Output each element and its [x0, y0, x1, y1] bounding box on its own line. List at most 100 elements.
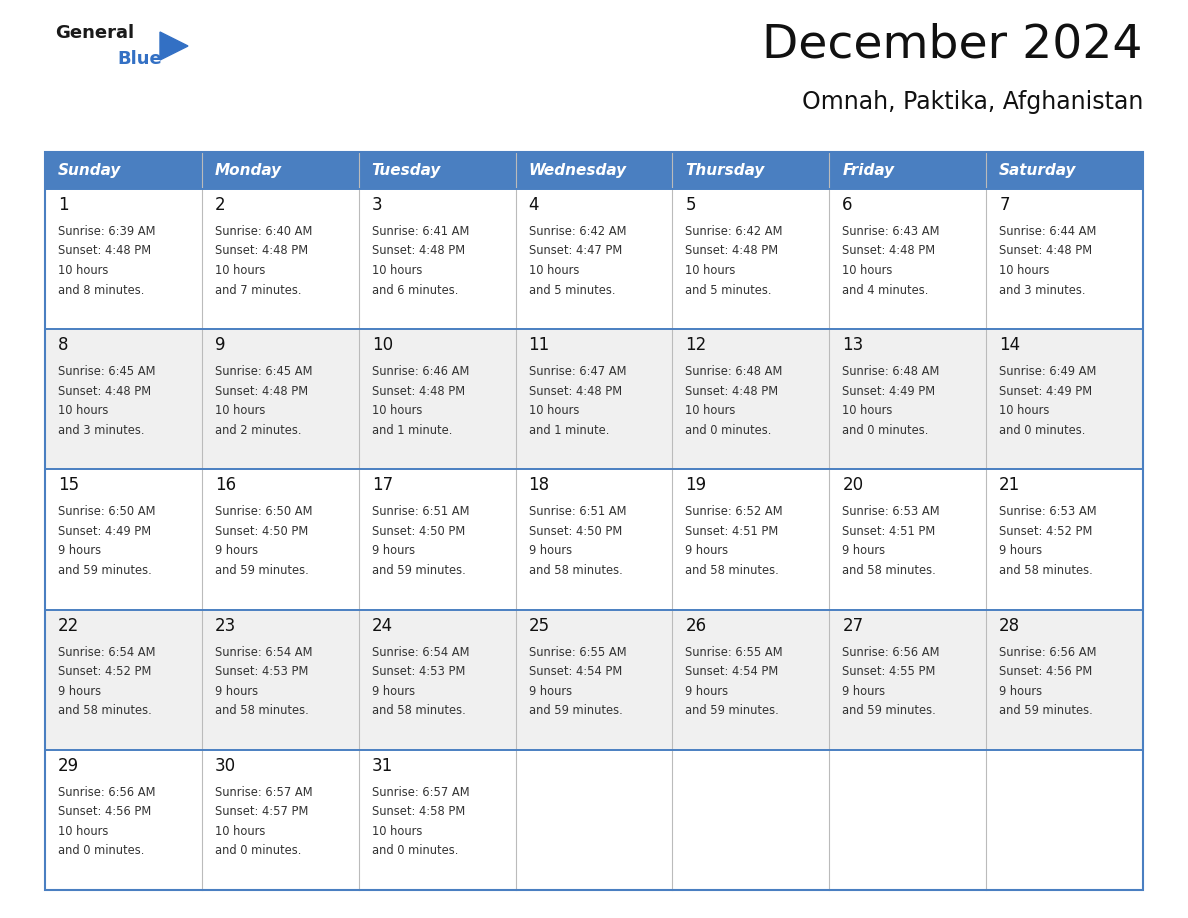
- Text: 10 hours: 10 hours: [215, 824, 265, 838]
- Text: Sunset: 4:54 PM: Sunset: 4:54 PM: [529, 666, 621, 678]
- Text: Sunrise: 6:54 AM: Sunrise: 6:54 AM: [215, 645, 312, 658]
- Bar: [45, 469, 1143, 610]
- Text: Sunrise: 6:39 AM: Sunrise: 6:39 AM: [58, 225, 156, 238]
- Text: Sunset: 4:51 PM: Sunset: 4:51 PM: [685, 525, 778, 538]
- Text: Sunset: 4:48 PM: Sunset: 4:48 PM: [529, 385, 621, 397]
- Text: Sunset: 4:58 PM: Sunset: 4:58 PM: [372, 805, 465, 818]
- Text: Sunrise: 6:42 AM: Sunrise: 6:42 AM: [529, 225, 626, 238]
- Text: and 59 minutes.: and 59 minutes.: [215, 564, 309, 577]
- Text: 16: 16: [215, 476, 236, 495]
- Text: 9 hours: 9 hours: [999, 544, 1042, 557]
- Text: Sunset: 4:48 PM: Sunset: 4:48 PM: [215, 244, 308, 258]
- Text: Wednesday: Wednesday: [529, 163, 627, 178]
- Text: 9 hours: 9 hours: [215, 685, 258, 698]
- Bar: [202, 152, 359, 189]
- Text: 10 hours: 10 hours: [685, 404, 735, 417]
- Text: Sunset: 4:48 PM: Sunset: 4:48 PM: [58, 385, 151, 397]
- Text: 10 hours: 10 hours: [58, 264, 108, 277]
- Text: 5: 5: [685, 196, 696, 214]
- Text: Sunset: 4:54 PM: Sunset: 4:54 PM: [685, 666, 778, 678]
- Text: 31: 31: [372, 756, 393, 775]
- Text: 10 hours: 10 hours: [372, 824, 422, 838]
- Text: 9: 9: [215, 336, 226, 354]
- Text: 12: 12: [685, 336, 707, 354]
- Text: 4: 4: [529, 196, 539, 214]
- Text: Sunrise: 6:56 AM: Sunrise: 6:56 AM: [999, 645, 1097, 658]
- Text: and 1 minute.: and 1 minute.: [529, 424, 609, 437]
- Text: Sunrise: 6:41 AM: Sunrise: 6:41 AM: [372, 225, 469, 238]
- Text: Sunrise: 6:56 AM: Sunrise: 6:56 AM: [842, 645, 940, 658]
- Bar: [45, 750, 1143, 890]
- Text: and 4 minutes.: and 4 minutes.: [842, 284, 929, 297]
- Text: 9 hours: 9 hours: [215, 544, 258, 557]
- Text: Sunset: 4:50 PM: Sunset: 4:50 PM: [215, 525, 308, 538]
- Text: 10 hours: 10 hours: [58, 404, 108, 417]
- Text: Friday: Friday: [842, 163, 895, 178]
- Text: Sunset: 4:48 PM: Sunset: 4:48 PM: [685, 385, 778, 397]
- Text: Sunset: 4:48 PM: Sunset: 4:48 PM: [999, 244, 1092, 258]
- Text: 8: 8: [58, 336, 69, 354]
- Bar: [359, 152, 516, 189]
- Text: Sunrise: 6:43 AM: Sunrise: 6:43 AM: [842, 225, 940, 238]
- Text: 9 hours: 9 hours: [372, 685, 415, 698]
- Bar: [45, 610, 1143, 750]
- Bar: [672, 152, 829, 189]
- Text: 26: 26: [685, 617, 707, 634]
- Text: Sunset: 4:49 PM: Sunset: 4:49 PM: [842, 385, 935, 397]
- Text: and 58 minutes.: and 58 minutes.: [58, 704, 152, 717]
- Text: Sunrise: 6:49 AM: Sunrise: 6:49 AM: [999, 365, 1097, 378]
- Text: and 59 minutes.: and 59 minutes.: [58, 564, 152, 577]
- Text: and 0 minutes.: and 0 minutes.: [842, 424, 929, 437]
- Text: 10 hours: 10 hours: [372, 264, 422, 277]
- Text: Sunrise: 6:52 AM: Sunrise: 6:52 AM: [685, 506, 783, 519]
- Text: and 3 minutes.: and 3 minutes.: [58, 424, 145, 437]
- Bar: [986, 152, 1143, 189]
- Bar: [829, 152, 986, 189]
- Text: 20: 20: [842, 476, 864, 495]
- Text: Sunrise: 6:57 AM: Sunrise: 6:57 AM: [372, 786, 469, 799]
- Text: Sunset: 4:47 PM: Sunset: 4:47 PM: [529, 244, 621, 258]
- Text: 10 hours: 10 hours: [842, 264, 892, 277]
- Text: Sunset: 4:57 PM: Sunset: 4:57 PM: [215, 805, 308, 818]
- Text: and 58 minutes.: and 58 minutes.: [372, 704, 466, 717]
- Text: 30: 30: [215, 756, 236, 775]
- Text: Sunrise: 6:54 AM: Sunrise: 6:54 AM: [58, 645, 156, 658]
- Text: and 0 minutes.: and 0 minutes.: [372, 845, 459, 857]
- Text: and 58 minutes.: and 58 minutes.: [685, 564, 779, 577]
- Text: Sunrise: 6:57 AM: Sunrise: 6:57 AM: [215, 786, 312, 799]
- Text: Sunrise: 6:40 AM: Sunrise: 6:40 AM: [215, 225, 312, 238]
- Text: Sunset: 4:53 PM: Sunset: 4:53 PM: [372, 666, 465, 678]
- Text: Sunset: 4:50 PM: Sunset: 4:50 PM: [372, 525, 465, 538]
- Text: 9 hours: 9 hours: [842, 685, 885, 698]
- Text: Sunrise: 6:45 AM: Sunrise: 6:45 AM: [215, 365, 312, 378]
- Text: and 0 minutes.: and 0 minutes.: [685, 424, 772, 437]
- Text: Sunrise: 6:54 AM: Sunrise: 6:54 AM: [372, 645, 469, 658]
- Text: 10 hours: 10 hours: [215, 404, 265, 417]
- Text: and 7 minutes.: and 7 minutes.: [215, 284, 302, 297]
- Text: and 3 minutes.: and 3 minutes.: [999, 284, 1086, 297]
- Text: 3: 3: [372, 196, 383, 214]
- Text: 9 hours: 9 hours: [58, 685, 101, 698]
- Text: and 8 minutes.: and 8 minutes.: [58, 284, 145, 297]
- Text: Sunrise: 6:48 AM: Sunrise: 6:48 AM: [842, 365, 940, 378]
- Text: and 0 minutes.: and 0 minutes.: [999, 424, 1086, 437]
- Text: 24: 24: [372, 617, 393, 634]
- Text: 27: 27: [842, 617, 864, 634]
- Text: 10 hours: 10 hours: [685, 264, 735, 277]
- Text: 18: 18: [529, 476, 550, 495]
- Text: 9 hours: 9 hours: [529, 544, 571, 557]
- Text: and 59 minutes.: and 59 minutes.: [999, 704, 1093, 717]
- Text: 10 hours: 10 hours: [372, 404, 422, 417]
- Text: 9 hours: 9 hours: [372, 544, 415, 557]
- Text: 9 hours: 9 hours: [685, 544, 728, 557]
- Text: Sunset: 4:48 PM: Sunset: 4:48 PM: [215, 385, 308, 397]
- Text: Sunset: 4:48 PM: Sunset: 4:48 PM: [685, 244, 778, 258]
- Text: and 0 minutes.: and 0 minutes.: [58, 845, 145, 857]
- Text: Blue: Blue: [116, 50, 162, 68]
- Bar: [45, 152, 1143, 890]
- Text: and 59 minutes.: and 59 minutes.: [372, 564, 466, 577]
- Text: General: General: [55, 24, 134, 42]
- Text: Sunrise: 6:51 AM: Sunrise: 6:51 AM: [372, 506, 469, 519]
- Bar: [516, 152, 672, 189]
- Text: and 58 minutes.: and 58 minutes.: [529, 564, 623, 577]
